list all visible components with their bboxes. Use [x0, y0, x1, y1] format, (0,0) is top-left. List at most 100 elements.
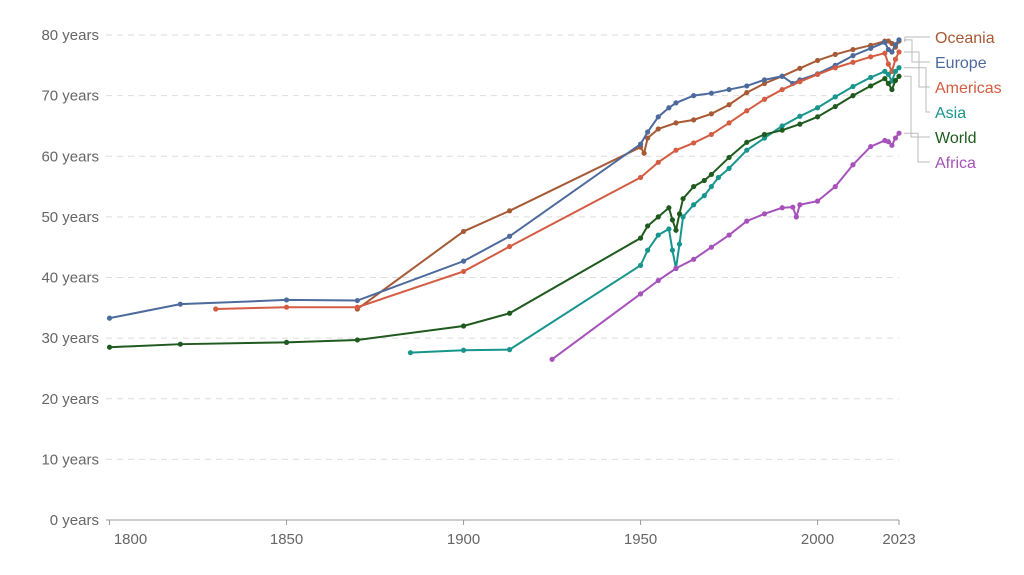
legend-connector	[904, 51, 930, 88]
data-point	[850, 53, 856, 59]
series-line	[109, 39, 900, 320]
data-point	[896, 130, 902, 136]
data-point	[655, 214, 661, 220]
data-point	[460, 323, 467, 329]
data-point	[283, 297, 290, 303]
data-point	[793, 214, 799, 220]
data-point	[814, 114, 821, 120]
data-point	[892, 56, 899, 62]
data-point	[744, 139, 750, 145]
data-point	[691, 93, 697, 99]
series-europe	[106, 37, 902, 321]
data-point	[708, 131, 714, 138]
data-point	[744, 218, 750, 224]
data-point	[637, 291, 644, 297]
legend-connector	[904, 36, 930, 42]
data-point	[106, 315, 113, 321]
data-point	[655, 114, 661, 120]
data-point	[283, 339, 290, 345]
data-point	[506, 233, 513, 239]
y-axis: 0 years 10 years 20 years 30 years 40 years 5…	[41, 27, 99, 529]
data-point	[892, 77, 899, 84]
data-point	[761, 80, 768, 87]
data-point	[832, 65, 838, 71]
data-point	[708, 90, 714, 96]
data-point	[790, 204, 796, 210]
series-asia	[407, 65, 902, 356]
data-point	[691, 202, 697, 208]
data-point	[868, 54, 874, 60]
data-point	[708, 244, 714, 250]
data-point	[814, 57, 821, 64]
data-point	[726, 86, 732, 93]
data-point	[506, 243, 513, 250]
y-tick-label: 20 years	[41, 391, 99, 408]
data-point	[744, 147, 750, 153]
legend-label-world: World	[935, 130, 977, 147]
series-lines	[106, 37, 902, 362]
data-point	[797, 202, 803, 208]
data-point	[669, 247, 676, 253]
data-point	[106, 344, 113, 350]
data-point	[814, 198, 821, 204]
data-point	[655, 277, 661, 284]
data-point	[645, 129, 651, 135]
data-point	[673, 147, 679, 153]
x-tick-label: 2023	[882, 531, 915, 548]
data-point	[882, 39, 888, 45]
data-point	[354, 337, 360, 343]
data-point	[666, 105, 672, 111]
data-point	[506, 310, 513, 316]
data-point	[680, 214, 686, 220]
data-point	[797, 65, 803, 71]
legend-label-africa: Africa	[935, 155, 976, 172]
data-point	[868, 143, 874, 150]
data-point	[637, 262, 644, 268]
x-tick-label: 1950	[624, 531, 657, 548]
x-tick-label: 1800	[114, 531, 147, 548]
data-point	[460, 347, 467, 353]
y-tick-label: 70 years	[41, 88, 99, 105]
data-point	[460, 228, 467, 235]
data-point	[645, 223, 651, 229]
y-tick-label: 0 years	[50, 512, 99, 529]
series-line	[551, 132, 900, 361]
data-point	[882, 50, 888, 56]
data-point	[850, 83, 856, 90]
x-axis: 1800 1850 1900 1950 2000 2023	[106, 519, 916, 548]
data-point	[637, 141, 644, 147]
data-point	[761, 211, 768, 217]
data-point	[708, 111, 714, 117]
data-point	[761, 135, 768, 141]
data-point	[779, 127, 785, 133]
data-point	[177, 301, 183, 307]
data-point	[896, 37, 902, 43]
x-tick-label: 1900	[447, 531, 480, 548]
data-point	[637, 235, 644, 241]
data-point	[896, 73, 902, 79]
data-point	[506, 208, 513, 214]
series-line	[356, 40, 900, 310]
series-americas	[213, 49, 902, 312]
data-point	[708, 171, 714, 178]
data-point	[726, 120, 732, 126]
data-point	[885, 80, 891, 87]
data-point	[715, 174, 722, 181]
data-point	[850, 162, 856, 168]
data-point	[868, 74, 874, 81]
data-point	[666, 205, 672, 211]
data-point	[666, 226, 672, 232]
data-point	[680, 196, 686, 202]
data-point	[885, 61, 891, 67]
data-point	[691, 256, 697, 262]
data-point	[744, 89, 750, 96]
data-point	[669, 217, 676, 223]
data-point	[708, 183, 714, 190]
data-point	[673, 120, 679, 126]
data-point	[655, 232, 661, 238]
data-point	[213, 306, 219, 312]
data-point	[506, 347, 513, 353]
data-point	[832, 103, 838, 110]
data-point	[882, 76, 888, 82]
